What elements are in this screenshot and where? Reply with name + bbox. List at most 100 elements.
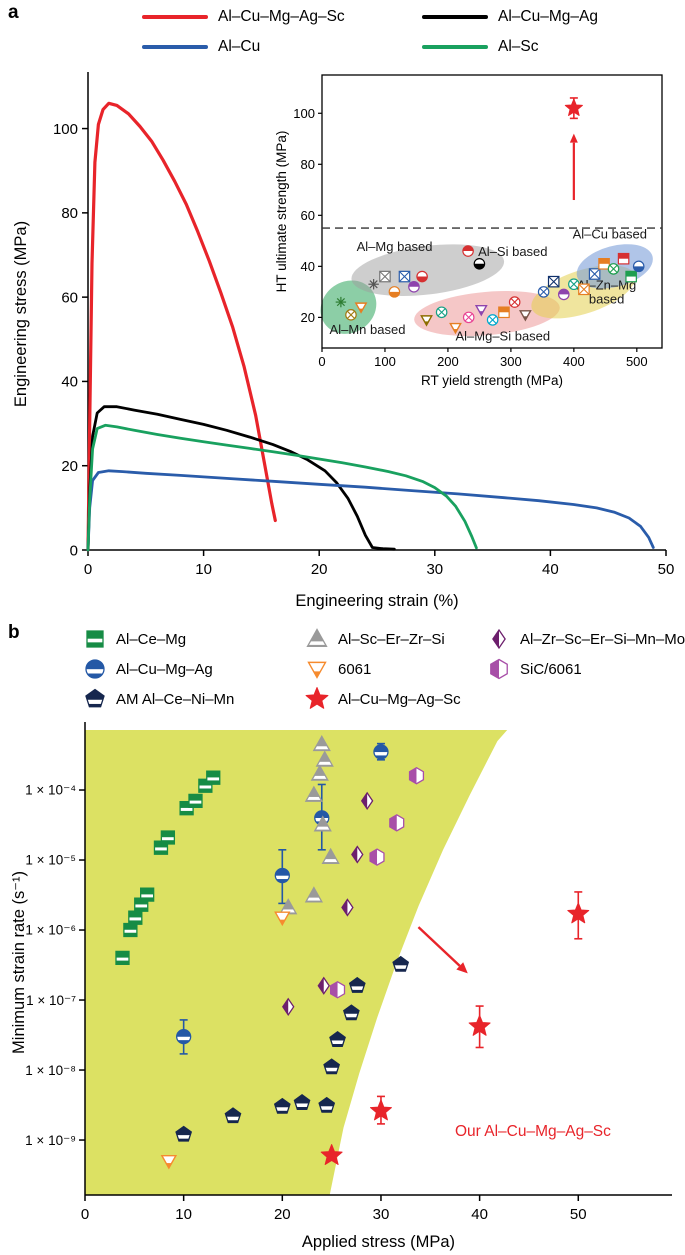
al-zr-sc-er-si-mn-mo-marker-icon bbox=[492, 628, 506, 650]
marker-xsquare bbox=[578, 283, 590, 296]
legend-column: Al–Zr–Sc–Er–Si–Mn–Mo SiC/6061 bbox=[486, 628, 685, 710]
legend-label: Al–Cu bbox=[218, 38, 261, 55]
marker-diamond bbox=[492, 628, 506, 650]
marker-halfcircle bbox=[373, 744, 389, 760]
panel-a-label: a bbox=[8, 2, 19, 23]
marker-xcircle bbox=[508, 296, 521, 308]
marker-tridown bbox=[449, 322, 462, 335]
panel-a-legend: Al–Cu–Mg–Ag–Sc Al–Cu–Mg–Ag Al–Cu Al–Sc bbox=[142, 8, 598, 56]
marker-star bbox=[370, 1099, 392, 1121]
marker-halfsquare bbox=[188, 793, 203, 809]
marker-xcircle bbox=[435, 306, 448, 319]
panel-b-legend: Al–Ce–Mg Al–Cu–Mg–Ag AM Al–Ce–Ni–Mn Al–Sc–E… bbox=[82, 628, 685, 710]
marker-pentagon bbox=[175, 1125, 193, 1142]
svg-text:100: 100 bbox=[293, 106, 315, 121]
marker-star bbox=[468, 1014, 491, 1036]
marker-triangle bbox=[310, 764, 329, 781]
alloy-group-ellipse bbox=[351, 244, 505, 296]
marker-pentagon bbox=[318, 1096, 336, 1113]
svg-text:400: 400 bbox=[563, 354, 585, 369]
marker-pentagon bbox=[348, 976, 366, 993]
legend-column: Al–Sc–Er–Zr–Si 6061 Al–Cu–Mg–Ag–Sc bbox=[304, 628, 486, 710]
marker-pentagon bbox=[224, 1107, 242, 1124]
svg-text:30: 30 bbox=[426, 561, 443, 578]
marker-star bbox=[564, 98, 583, 116]
marker-tridown bbox=[518, 310, 532, 322]
svg-text:1 × 10⁻⁴: 1 × 10⁻⁴ bbox=[25, 783, 76, 798]
legend-line-swatch bbox=[142, 44, 208, 50]
marker-halfcircleB bbox=[632, 260, 645, 273]
6061-marker-icon bbox=[307, 661, 327, 679]
creep-chart: 0 10 20 30 40 50 1 × 10⁻⁹ 1 × 10⁻⁸ 1 × 10⁻⁷ 1 × 1… bbox=[10, 722, 672, 1251]
marker-diamond bbox=[351, 845, 364, 864]
alloy-group-label: Al–Mg–Si based bbox=[455, 328, 550, 343]
marker-halfsquareT bbox=[617, 252, 630, 265]
svg-text:300: 300 bbox=[500, 354, 522, 369]
svg-text:20: 20 bbox=[311, 561, 328, 578]
svg-text:20: 20 bbox=[301, 310, 315, 325]
svg-text:40: 40 bbox=[542, 561, 559, 578]
svg-text:80: 80 bbox=[301, 157, 315, 172]
curve-al-cu-mg-ag bbox=[86, 405, 396, 552]
svg-text:1 × 10⁻⁷: 1 × 10⁻⁷ bbox=[26, 993, 76, 1008]
al-cu-mg-ag-marker-icon bbox=[85, 659, 105, 679]
marker-halfsquare bbox=[123, 922, 138, 938]
svg-text:50: 50 bbox=[570, 1206, 587, 1223]
marker-halfsquareT bbox=[598, 258, 610, 270]
marker-xsquare bbox=[547, 275, 560, 288]
inset-chart: 0 100 200 300 400 500 20 40 60 80 100 RT yield stre… bbox=[262, 71, 668, 406]
svg-text:10: 10 bbox=[195, 561, 212, 578]
marker-tridown bbox=[307, 661, 327, 679]
alloy-group-ellipse bbox=[320, 280, 377, 334]
series-sic-6061 bbox=[329, 766, 425, 999]
svg-text:Engineering stress (MPa): Engineering stress (MPa) bbox=[12, 221, 30, 407]
marker-diamond bbox=[360, 791, 374, 811]
series-am-al-ce-ni-mn bbox=[175, 955, 410, 1142]
marker-aster bbox=[335, 296, 347, 308]
marker-triangle bbox=[315, 750, 334, 767]
legend-column: Al–Ce–Mg Al–Cu–Mg–Ag AM Al–Ce–Ni–Mn bbox=[82, 628, 304, 710]
legend-line-swatch bbox=[422, 14, 488, 20]
legend-label: AM Al–Ce–Ni–Mn bbox=[116, 690, 235, 708]
marker-halfcircleT bbox=[462, 245, 474, 257]
marker-hexagon bbox=[490, 658, 508, 680]
svg-text:20: 20 bbox=[61, 458, 78, 475]
creep-resistant-region bbox=[85, 730, 508, 1195]
marker-star bbox=[320, 1144, 343, 1165]
legend-line-swatch bbox=[422, 44, 488, 50]
curve-al-sc bbox=[86, 423, 478, 552]
marker-halfcircleB bbox=[416, 270, 428, 283]
svg-text:60: 60 bbox=[61, 289, 78, 306]
marker-diamond bbox=[317, 976, 330, 995]
legend-item-al-zr-sc-er-si-mn-mo: Al–Zr–Sc–Er–Si–Mn–Mo bbox=[486, 628, 685, 650]
svg-text:HT ultimate strength (MPa): HT ultimate strength (MPa) bbox=[274, 131, 289, 293]
sic-6061-marker-icon bbox=[490, 658, 508, 680]
marker-pentagon bbox=[85, 688, 105, 708]
legend-label: Al–Ce–Mg bbox=[116, 630, 187, 648]
series-al-zr-sc-er-si-mn-mo bbox=[282, 791, 374, 1016]
marker-xcircle bbox=[345, 309, 357, 321]
marker-halfsquare bbox=[128, 910, 143, 925]
marker-pentagon bbox=[342, 1004, 360, 1021]
panel-b-axes: 0 10 20 30 40 50 1 × 10⁻⁹ 1 × 10⁻⁸ 1 × 10⁻⁷ 1 × 1… bbox=[10, 722, 672, 1251]
legend-label: Al–Cu–Mg–Ag bbox=[498, 8, 598, 25]
alloy-group-label: Al–Zn–Mg based bbox=[577, 277, 636, 306]
marker-xcircle bbox=[568, 278, 580, 291]
marker-diamond bbox=[282, 997, 295, 1016]
inset-frame bbox=[321, 74, 663, 349]
marker-pentagon bbox=[329, 1031, 346, 1047]
marker-xsquare bbox=[398, 270, 411, 283]
svg-text:30: 30 bbox=[373, 1206, 390, 1223]
legend-item-al-sc: Al–Sc bbox=[422, 38, 598, 56]
marker-triangle bbox=[312, 734, 331, 752]
marker-xcircle bbox=[537, 286, 550, 298]
al-sc-er-zr-si-marker-icon bbox=[306, 628, 328, 648]
al-cu-mg-ag-sc-marker-icon bbox=[305, 687, 329, 709]
svg-text:100: 100 bbox=[53, 121, 78, 138]
marker-tridown bbox=[420, 315, 433, 327]
alloy-group-label: Al–Mg based bbox=[357, 239, 433, 254]
svg-text:0: 0 bbox=[318, 354, 325, 369]
legend-item-al-cu-mg-ag-sc: Al–Cu–Mg–Ag–Sc bbox=[142, 8, 422, 26]
marker-halfsquare bbox=[115, 950, 130, 966]
